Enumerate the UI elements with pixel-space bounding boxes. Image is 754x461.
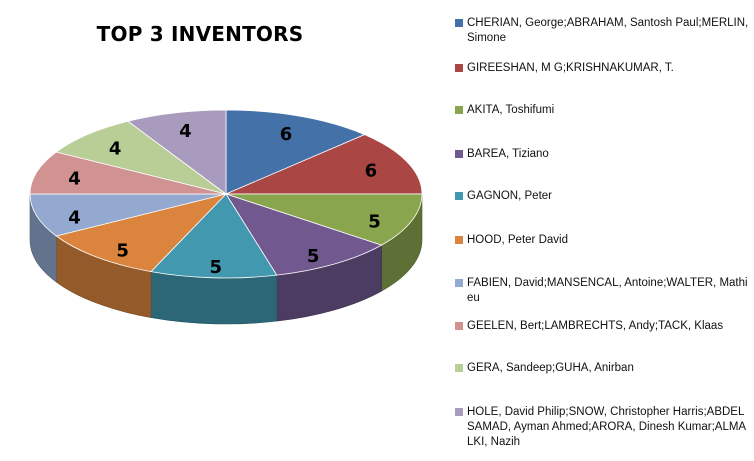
pie-slice-1	[225, 109, 366, 195]
legend-label: HOLE, David Philip;SNOW, Christopher Har…	[467, 406, 747, 448]
data-label-2: 6	[365, 160, 378, 181]
legend-item: HOOD, Peter David	[455, 233, 750, 248]
pie-slice-2	[225, 134, 423, 195]
pie-slice-10	[127, 109, 227, 195]
legend-swatch	[455, 150, 463, 158]
legend-label: FABIEN, David;MANSENCAL, Antoine;WALTER,…	[467, 277, 748, 304]
legend-label: GIREESHAN, M G;KRISHNAKUMAR, T.	[467, 62, 674, 74]
pie-slice-8	[29, 151, 227, 195]
legend-label: HOOD, Peter David	[467, 234, 568, 246]
legend-item: GAGNON, Peter	[455, 189, 750, 204]
pie-slice-6	[55, 193, 228, 273]
data-label-6: 5	[116, 241, 129, 262]
legend-item: AKITA, Toshifumi	[455, 103, 750, 118]
pie-slice-5	[150, 193, 278, 279]
pie-slice-3	[225, 193, 423, 246]
legend-label: BAREA, Tiziano	[467, 148, 549, 160]
legend-swatch	[455, 279, 463, 287]
data-label-7: 4	[68, 207, 81, 228]
legend-item: FABIEN, David;MANSENCAL, Antoine;WALTER,…	[455, 276, 750, 306]
legend-swatch	[455, 236, 463, 244]
legend-label: AKITA, Toshifumi	[467, 104, 555, 116]
legend-swatch	[455, 106, 463, 114]
data-label-5: 5	[209, 257, 222, 278]
pie-slice-side-5	[150, 271, 278, 325]
data-label-3: 5	[368, 212, 381, 233]
legend-label: GAGNON, Peter	[467, 190, 552, 202]
legend-swatch	[455, 364, 463, 372]
pie-slice-9	[55, 120, 227, 195]
legend-label: CHERIAN, George;ABRAHAM, Santosh Paul;ME…	[467, 17, 749, 44]
pie-chart: 6 6 5 5 5 5 4 4 4 4	[29, 109, 423, 325]
legend-item: HOLE, David Philip;SNOW, Christopher Har…	[455, 405, 750, 450]
data-label-9: 4	[109, 138, 122, 159]
legend-item: BAREA, Tiziano	[455, 147, 750, 162]
pie-slice-4	[225, 193, 383, 276]
data-label-10: 4	[179, 121, 192, 142]
legend-swatch	[455, 64, 463, 72]
legend-swatch	[455, 322, 463, 330]
pie-slice-7	[29, 193, 227, 237]
chart-title: TOP 3 INVENTORS	[96, 22, 304, 46]
data-label-4: 5	[307, 246, 320, 267]
legend-label: GERA, Sandeep;GUHA, Anirban	[467, 362, 634, 374]
data-label-8: 4	[68, 169, 81, 190]
legend-label: GEELEN, Bert;LAMBRECHTS, Andy;TACK, Klaa…	[467, 320, 724, 332]
legend-swatch	[455, 19, 463, 27]
legend-swatch	[455, 192, 463, 200]
legend-item: GERA, Sandeep;GUHA, Anirban	[455, 361, 750, 376]
legend-item: GIREESHAN, M G;KRISHNAKUMAR, T.	[455, 61, 750, 76]
legend-swatch	[455, 408, 463, 416]
legend-item: CHERIAN, George;ABRAHAM, Santosh Paul;ME…	[455, 16, 750, 46]
data-label-1: 6	[280, 124, 293, 145]
legend-item: GEELEN, Bert;LAMBRECHTS, Andy;TACK, Klaa…	[455, 319, 750, 334]
